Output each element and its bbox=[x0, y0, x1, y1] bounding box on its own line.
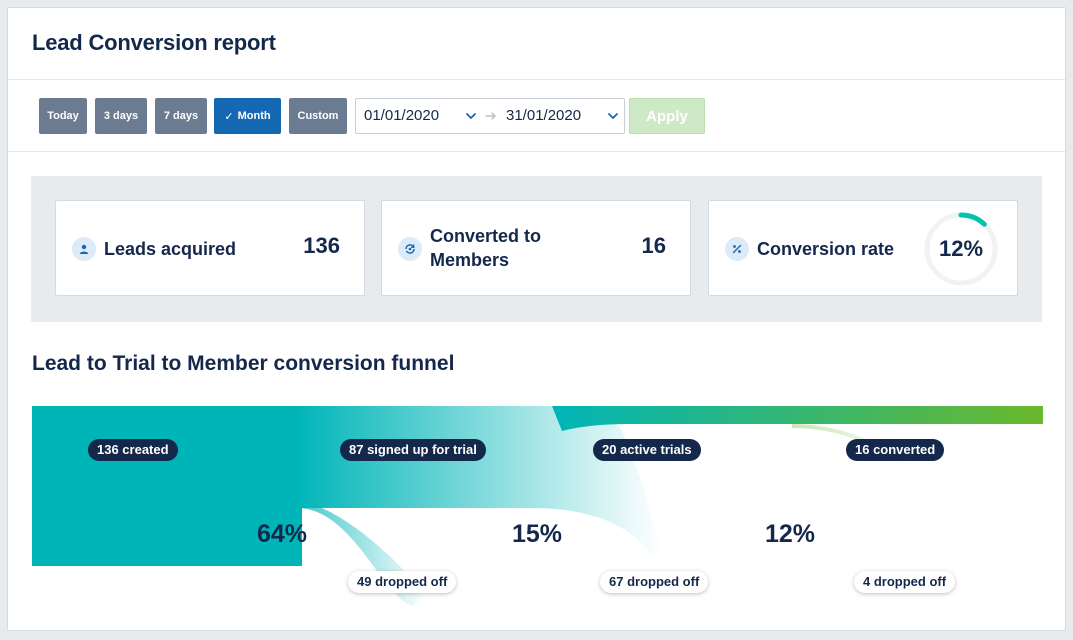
chevron-down-icon[interactable] bbox=[606, 109, 620, 123]
date-to-select[interactable]: 31/01/2020 bbox=[506, 107, 582, 124]
conversion-funnel: 136 created 87 signed up for trial 20 ac… bbox=[32, 406, 1043, 616]
leads-acquired-label: Leads acquired bbox=[104, 239, 237, 259]
converted-members-card: Converted to Members 16 bbox=[381, 200, 691, 296]
converted-label-line-2: Members bbox=[430, 250, 510, 270]
date-range-picker: 01/01/2020 31/01/2020 bbox=[355, 98, 625, 134]
funnel-dropoff-label-1: 49 dropped off bbox=[348, 571, 457, 593]
range-custom-button[interactable]: Custom bbox=[289, 98, 347, 134]
range-today-button[interactable]: Today bbox=[39, 98, 87, 134]
converted-label-line-1: Converted to bbox=[430, 226, 542, 246]
funnel-rate-2: 15% bbox=[512, 520, 563, 548]
funnel-stage-trial: 87 signed up for trial bbox=[340, 439, 486, 461]
conversion-rate-label: Conversion rate bbox=[757, 239, 895, 259]
report-header: Lead Conversion report bbox=[8, 8, 1065, 80]
funnel-dropoff-label-2: 67 dropped off bbox=[600, 571, 709, 593]
range-7days-button[interactable]: 7 days bbox=[155, 98, 207, 134]
user-icon bbox=[72, 237, 96, 261]
funnel-stage-converted: 16 converted bbox=[846, 439, 945, 461]
date-from-select[interactable]: 01/01/2020 bbox=[364, 107, 440, 124]
conversion-rate-gauge bbox=[924, 212, 998, 286]
convert-icon bbox=[398, 237, 422, 261]
funnel-stage-active: 20 active trials bbox=[593, 439, 701, 461]
apply-button[interactable]: Apply bbox=[629, 98, 705, 134]
range-month-label: Month bbox=[237, 110, 271, 122]
funnel-active-band bbox=[552, 406, 1043, 431]
check-icon: ✓ bbox=[224, 110, 234, 123]
chevron-down-icon[interactable] bbox=[464, 109, 478, 123]
percent-icon bbox=[725, 237, 749, 261]
leads-acquired-card: Leads acquired 136 bbox=[55, 200, 365, 296]
range-month-button[interactable]: ✓ Month bbox=[214, 98, 281, 134]
stats-panel: Leads acquired 136 Converted to Members … bbox=[31, 176, 1042, 322]
range-3days-button[interactable]: 3 days bbox=[95, 98, 147, 134]
funnel-dropoff-3 bbox=[792, 424, 912, 466]
funnel-rate-1: 64% bbox=[257, 520, 308, 548]
leads-acquired-value: 136 bbox=[303, 233, 340, 258]
filter-bar: Today 3 days 7 days ✓ Month Custom 01/01… bbox=[8, 80, 1065, 152]
report-panel: Lead Conversion report Today 3 days 7 da… bbox=[7, 7, 1066, 631]
conversion-rate-value: 12% bbox=[938, 236, 984, 261]
conversion-rate-card: Conversion rate 12% bbox=[708, 200, 1018, 296]
page-title: Lead Conversion report bbox=[32, 30, 276, 55]
funnel-rate-3: 12% bbox=[765, 520, 816, 548]
converted-members-label: Converted to Members bbox=[430, 224, 541, 272]
arrow-right-icon bbox=[485, 112, 496, 120]
funnel-dropoff-label-3: 4 dropped off bbox=[854, 571, 956, 593]
funnel-title: Lead to Trial to Member conversion funne… bbox=[32, 352, 455, 375]
funnel-stage-created: 136 created bbox=[88, 439, 178, 461]
gauge-progress bbox=[924, 212, 998, 286]
converted-members-value: 16 bbox=[641, 233, 666, 258]
